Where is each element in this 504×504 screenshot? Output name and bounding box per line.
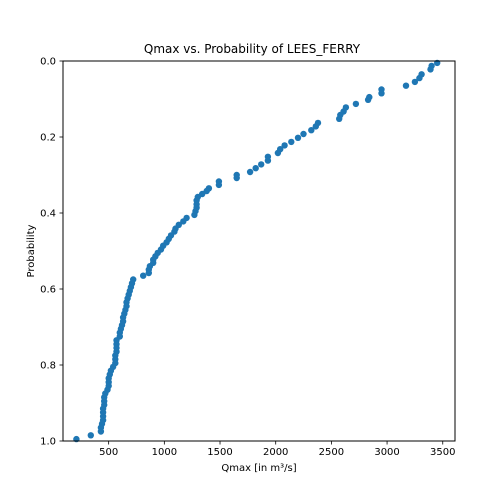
y-axis-label: Probability (26, 224, 37, 277)
data-point-2 (427, 66, 434, 73)
data-points (73, 59, 441, 443)
data-point-29 (246, 168, 254, 176)
data-point-19 (300, 130, 307, 138)
x-tick-label: 500 (99, 447, 118, 458)
x-tick-label: 1000 (152, 447, 177, 458)
data-point-18 (308, 127, 315, 134)
data-point-33 (215, 181, 223, 189)
y-axis-ticks: 0.0 0.2 0.4 0.6 0.8 1.0 (40, 57, 63, 448)
data-point-42 (191, 211, 198, 219)
data-point-102 (87, 432, 95, 439)
data-point-21 (288, 138, 295, 146)
x-tick-label: 2500 (319, 447, 344, 458)
data-point-60 (140, 272, 147, 279)
data-point-44 (180, 218, 187, 225)
x-tick-label: 1500 (207, 447, 232, 458)
data-point-10 (364, 96, 372, 104)
y-tick-label: 0.2 (40, 133, 56, 144)
data-point-35 (203, 187, 210, 195)
data-point-17 (312, 123, 319, 130)
data-point-20 (294, 134, 302, 141)
x-tick-label: 2000 (263, 447, 288, 458)
data-point-101 (97, 428, 105, 435)
data-point-28 (252, 165, 259, 172)
x-tick-label: 3500 (430, 447, 455, 458)
y-tick-label: 0.4 (40, 209, 56, 220)
data-point-5 (411, 78, 419, 86)
plot-frame (62, 60, 456, 442)
chart-title: Qmax vs. Probability of LEES_FERRY (144, 42, 361, 56)
x-axis-ticks: 500 1000 1500 2000 2500 3000 3500 (99, 441, 455, 458)
x-axis-label: Qmax [in m³/s] (221, 463, 296, 474)
y-tick-label: 0.6 (40, 285, 56, 296)
data-point-59 (145, 269, 152, 277)
y-tick-label: 0.0 (40, 57, 56, 68)
data-point-22 (281, 142, 288, 149)
data-point-11 (352, 100, 360, 108)
data-point-31 (233, 174, 240, 182)
y-tick-label: 0.8 (40, 361, 56, 372)
data-point-27 (258, 161, 265, 168)
data-point-26 (264, 157, 272, 164)
data-point-6 (402, 82, 410, 89)
data-point-24 (274, 149, 282, 157)
y-tick-label: 1.0 (40, 437, 56, 448)
data-point-8 (378, 90, 385, 97)
x-tick-label: 3000 (374, 447, 399, 458)
data-point-4 (416, 74, 423, 82)
data-point-15 (336, 115, 343, 123)
